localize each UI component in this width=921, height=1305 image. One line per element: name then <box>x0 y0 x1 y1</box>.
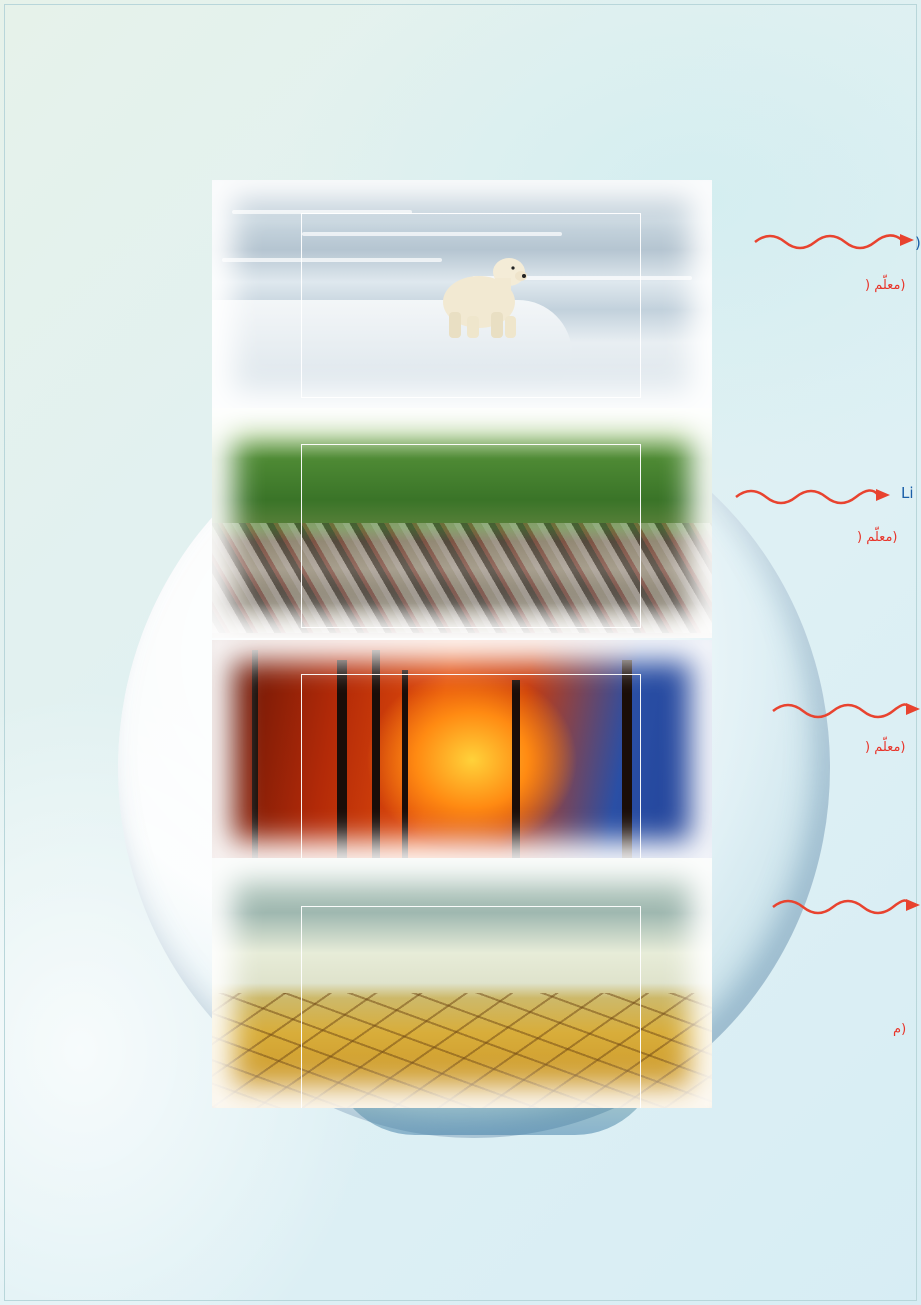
item4-arabic-label: م) <box>893 1022 907 1037</box>
item1-english-label: ) <box>915 234 921 252</box>
wavy-arrow-right-icon <box>772 703 920 719</box>
polar-bear-icon <box>443 258 527 338</box>
photo-forest-waste <box>212 408 712 638</box>
item2-english-label: Li <box>901 484 914 502</box>
wavy-arrow-right-icon <box>754 234 914 250</box>
photo-polar-bear-ice <box>212 180 712 412</box>
wavy-arrow-right-icon <box>735 489 890 505</box>
photo-forest-fire <box>212 640 712 862</box>
item3-arabic-label: ) معلّم) <box>865 740 906 755</box>
photo-drought-land <box>212 858 712 1108</box>
item2-arabic-label: ) معلّم) <box>857 530 898 545</box>
wavy-arrow-right-icon <box>772 899 920 915</box>
item1-arabic-label: ) معلّم) <box>865 278 906 293</box>
